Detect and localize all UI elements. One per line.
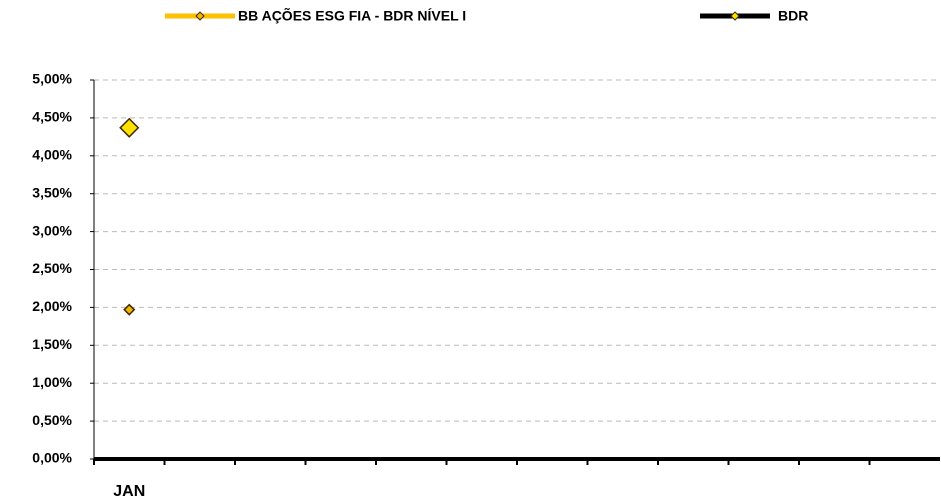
legend-label: BDR bbox=[778, 8, 808, 24]
y-tick-label: 5,00% bbox=[32, 71, 72, 87]
y-tick-label: 4,50% bbox=[32, 109, 72, 125]
y-tick-label: 2,50% bbox=[32, 260, 72, 276]
marker bbox=[123, 303, 136, 316]
y-tick-label: 4,00% bbox=[32, 147, 72, 163]
legend-label: BB AÇÕES ESG FIA - BDR NÍVEL I bbox=[238, 7, 466, 24]
marker bbox=[119, 117, 140, 138]
legend-marker bbox=[195, 11, 205, 21]
y-tick-label: 1,00% bbox=[32, 374, 72, 390]
y-tick-label: 0,50% bbox=[32, 412, 72, 428]
y-tick-label: 0,00% bbox=[32, 450, 72, 466]
x-tick-label: JAN bbox=[113, 483, 145, 500]
y-tick-label: 1,50% bbox=[32, 336, 72, 352]
y-tick-label: 3,50% bbox=[32, 184, 72, 200]
y-tick-label: 2,00% bbox=[32, 298, 72, 314]
y-tick-label: 3,00% bbox=[32, 222, 72, 238]
legend-marker bbox=[730, 11, 740, 21]
